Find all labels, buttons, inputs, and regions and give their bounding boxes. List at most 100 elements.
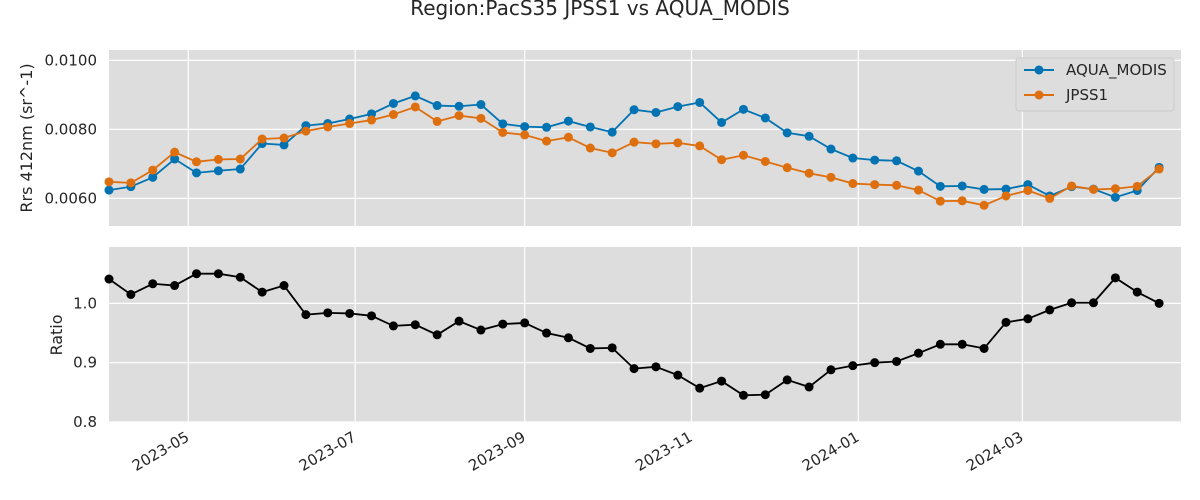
bottom-series-point-0: [1088, 298, 1098, 308]
top-series-point-1: [870, 180, 880, 190]
top-series-point-0: [585, 122, 595, 132]
top-series-point-1: [104, 177, 114, 187]
top-series-point-1: [804, 168, 814, 178]
bottom-series-point-0: [257, 287, 267, 297]
bottom-series-point-0: [1001, 317, 1011, 327]
top-series-point-1: [826, 172, 836, 182]
top-series-point-1: [892, 180, 902, 190]
top-series-point-1: [563, 132, 573, 142]
bottom-series-point-0: [826, 365, 836, 375]
top-series-point-1: [213, 154, 223, 164]
legend-marker-jpss1: [1034, 90, 1044, 100]
top-series-point-1: [454, 111, 464, 121]
top-series-point-1: [651, 139, 661, 149]
top-series-point-0: [629, 105, 639, 115]
top-series-point-1: [323, 122, 333, 132]
bottom-series-point-0: [1023, 314, 1033, 324]
top-series-point-1: [1154, 164, 1164, 174]
top-series-point-1: [1110, 184, 1120, 194]
bottom-y-tick-label: 1.0: [73, 294, 97, 312]
bottom-series-point-0: [1067, 298, 1077, 308]
bottom-series-point-0: [892, 356, 902, 366]
bottom-series-point-0: [563, 333, 573, 343]
bottom-series-point-0: [760, 390, 770, 400]
top-series-point-0: [432, 101, 442, 111]
legend-label-jpss1: JPSS1: [1065, 86, 1108, 104]
top-series-point-1: [542, 136, 552, 146]
top-series-point-1: [388, 110, 398, 120]
bottom-series-point-0: [323, 308, 333, 318]
top-series-point-1: [235, 154, 245, 164]
bottom-series-point-0: [279, 281, 289, 291]
bottom-panel: 0.8 0.9 1.0 Ratio: [47, 247, 1181, 431]
chart-title: Region:PacS35 JPSS1 vs AQUA_MODIS: [410, 0, 790, 20]
top-series-point-1: [935, 196, 945, 206]
top-series-point-1: [848, 179, 858, 189]
legend-marker-aqua: [1034, 65, 1044, 75]
bottom-series-point-0: [935, 339, 945, 349]
bottom-series-point-0: [629, 364, 639, 374]
top-series-point-0: [235, 164, 245, 174]
bottom-series-point-0: [498, 319, 508, 329]
top-series-point-0: [804, 131, 814, 141]
top-series-point-1: [957, 196, 967, 206]
bottom-series-point-0: [870, 358, 880, 368]
top-series-point-0: [170, 154, 180, 164]
bottom-series-point-0: [717, 376, 727, 386]
top-series-point-0: [104, 185, 114, 195]
x-tick-label: 2023-09: [465, 428, 528, 475]
top-series-point-1: [301, 126, 311, 136]
top-series-point-0: [892, 156, 902, 166]
bottom-series-point-0: [367, 311, 377, 321]
top-series-point-0: [935, 181, 945, 191]
bottom-series-point-0: [192, 269, 202, 279]
top-series-point-1: [607, 148, 617, 158]
bottom-series-point-0: [585, 343, 595, 353]
top-series-point-0: [213, 166, 223, 176]
top-series-point-1: [498, 127, 508, 137]
top-series-point-0: [717, 117, 727, 127]
top-y-tick-label: 0.0080: [45, 120, 98, 138]
bottom-y-tick-label: 0.9: [73, 354, 97, 372]
top-series-point-0: [498, 119, 508, 129]
x-tick-label: 2024-03: [963, 428, 1026, 475]
top-series-point-1: [738, 150, 748, 160]
top-series-point-0: [673, 102, 683, 112]
bottom-series-point-0: [432, 330, 442, 340]
legend: AQUA_MODIS JPSS1: [1015, 57, 1175, 112]
top-series-point-0: [520, 122, 530, 132]
top-series-point-0: [913, 166, 923, 176]
top-series-point-0: [563, 116, 573, 126]
top-series-point-0: [476, 100, 486, 110]
top-series-point-0: [695, 97, 705, 107]
top-series-point-1: [1023, 185, 1033, 195]
bottom-y-tick-label: 0.8: [73, 413, 97, 431]
top-series-point-1: [257, 134, 267, 144]
top-series-point-1: [673, 138, 683, 148]
top-y-tick-label: 0.0100: [45, 51, 98, 69]
top-series-point-1: [1088, 184, 1098, 194]
top-series-point-0: [367, 109, 377, 119]
top-series-point-1: [432, 116, 442, 126]
top-y-axis-label: Rrs 412nm (sr^-1): [17, 63, 36, 212]
bottom-series-point-0: [1110, 273, 1120, 283]
top-series-point-1: [126, 178, 136, 188]
top-y-tick-label: 0.0060: [45, 189, 98, 207]
top-series-point-0: [782, 128, 792, 138]
x-tick-label: 2024-01: [799, 428, 862, 475]
legend-box: [1015, 57, 1175, 112]
top-series-point-1: [1132, 181, 1142, 191]
top-series-point-0: [738, 104, 748, 114]
top-series-point-0: [870, 155, 880, 165]
top-series-point-1: [345, 119, 355, 129]
top-series-point-0: [957, 181, 967, 191]
x-tick-label: 2023-07: [296, 428, 359, 475]
top-series-point-0: [279, 140, 289, 150]
top-series-point-0: [826, 144, 836, 154]
top-series-point-0: [148, 172, 158, 182]
bottom-series-point-0: [454, 316, 464, 326]
bottom-series-point-0: [782, 375, 792, 385]
bottom-series-point-0: [520, 318, 530, 328]
bottom-series-point-0: [542, 328, 552, 338]
